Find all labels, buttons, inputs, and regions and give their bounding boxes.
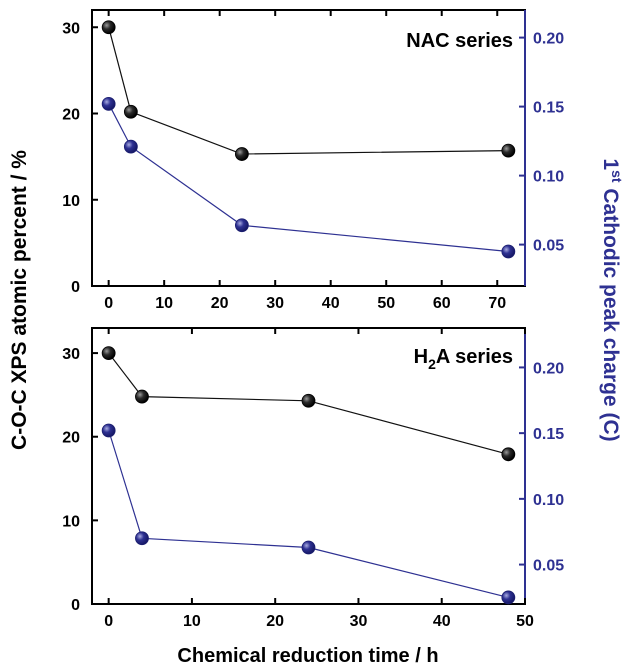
- series-line-coc: [108, 352, 509, 455]
- y-axis-label-left: C-O-C XPS atomic percent / %: [8, 150, 31, 450]
- data-point-charge: [123, 139, 138, 154]
- y-tick-label-left: 0: [71, 597, 80, 614]
- data-point-charge: [101, 96, 116, 111]
- x-tick-label: 20: [266, 613, 284, 630]
- x-axis-label: Chemical reduction time / h: [177, 645, 438, 667]
- series-line-charge: [108, 430, 509, 598]
- x-tick-label: 20: [211, 295, 229, 312]
- x-tick-label: 60: [433, 295, 451, 312]
- y-tick-label-right: 0.20: [533, 31, 564, 48]
- y-tick-label-left: 0: [71, 279, 80, 296]
- series-line-charge: [108, 103, 509, 253]
- data-point-charge: [501, 590, 516, 605]
- y-tick-label-right: 0.15: [533, 100, 564, 117]
- data-point-coc: [101, 20, 116, 35]
- data-point-charge: [301, 540, 316, 555]
- y-tick-label-right: 0.10: [533, 492, 564, 509]
- y-tick-label-right: 0.05: [533, 558, 564, 575]
- y-tick-label-left: 20: [62, 430, 80, 447]
- y-tick-label-right: 0.05: [533, 238, 564, 255]
- x-tick-label: 30: [350, 613, 368, 630]
- panel-title: NAC series: [406, 30, 513, 52]
- data-point-coc: [123, 104, 138, 119]
- y-tick-label-left: 30: [62, 346, 80, 363]
- data-point-charge: [101, 423, 116, 438]
- x-tick-label: 50: [377, 295, 395, 312]
- x-tick-label: 40: [322, 295, 340, 312]
- panel-title: H2A series: [414, 346, 513, 372]
- data-point-coc: [501, 447, 516, 462]
- series-line-coc: [108, 27, 509, 155]
- y-tick-label-left: 30: [62, 20, 80, 37]
- data-point-coc: [135, 389, 149, 404]
- y-tick-label-left: 10: [62, 193, 80, 210]
- data-point-coc: [301, 393, 316, 408]
- data-point-charge: [234, 218, 249, 233]
- x-tick-label: 50: [516, 613, 534, 630]
- panel-nac: 0 10 20 30 40 50 60 70 0 10 20 30 0.05 0.10 0.15 0.20 N…: [62, 9, 564, 312]
- x-tick-label: 30: [266, 295, 284, 312]
- data-point-coc: [101, 346, 116, 360]
- x-tick-label: 10: [155, 295, 173, 312]
- y-tick-label-right: 0.15: [533, 426, 564, 443]
- x-tick-label: 70: [488, 295, 506, 312]
- panel-h2a: 0 10 20 30 40 50 0 10 20 30 0.05 0.10 0.15 0.20 H2A s…: [62, 327, 564, 630]
- y-tick-label-right: 0.20: [533, 360, 564, 377]
- y-axis-label-right: 1st Cathodic peak charge (C): [599, 158, 625, 441]
- plot-frame: [91, 327, 526, 605]
- y-tick-label-left: 20: [62, 107, 80, 124]
- y-tick-label-left: 10: [62, 513, 80, 530]
- x-tick-label: 10: [183, 613, 201, 630]
- data-point-coc: [501, 143, 516, 158]
- data-point-coc: [234, 147, 249, 161]
- data-point-charge: [501, 244, 516, 259]
- y-tick-label-right: 0.10: [533, 169, 564, 186]
- x-tick-label: 0: [104, 295, 113, 312]
- data-point-charge: [135, 531, 149, 546]
- x-tick-label: 40: [433, 613, 451, 630]
- x-tick-label: 0: [104, 613, 113, 630]
